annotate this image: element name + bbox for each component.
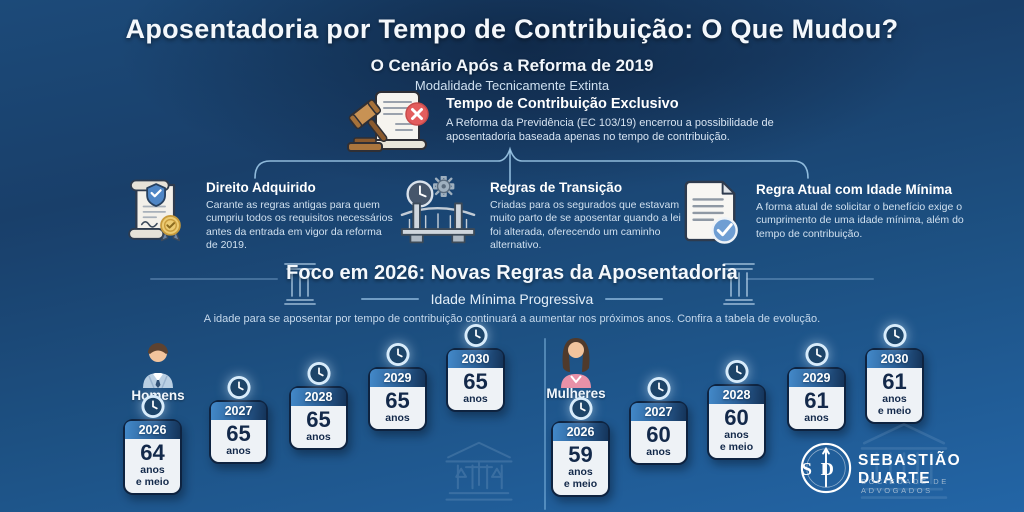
women-group-label: Mulheres [546,386,606,401]
gavel-document-x-icon [342,90,434,161]
card-year: 2026 [125,421,180,439]
certificate-shield-medal-icon [122,176,192,251]
card-year: 2029 [789,369,844,387]
column-title: Regra Atual com Idade Mínima [756,182,953,197]
man-avatar-icon [135,336,181,393]
card-unit: anos [804,412,829,425]
column-regras-transicao: Regras de Transição Criadas para os segu… [400,175,682,253]
card-year: 2028 [709,386,764,404]
dash-decoration [605,298,664,300]
focus-subheading: Idade Mínima Progressiva [430,291,594,307]
age-card-men-2026: 2026 64 anos e meio [123,394,182,496]
decorative-line [746,278,874,280]
card-unit: anos [463,393,488,406]
card-unit: anos [140,464,165,477]
clock-icon [226,375,251,400]
focus-note: A idade para se aposentar por tempo de c… [203,313,821,325]
courthouse-scales-watermark-icon [440,436,518,512]
card-unit: anos [724,429,749,442]
card-age: 65 [463,369,488,394]
column-direito-adquirido: Direito Adquirido Carante as regras anti… [122,176,394,253]
exclusive-block: Tempo de Contribuição Exclusivo A Reform… [342,90,792,161]
card-unit: anos [646,446,671,459]
exclusive-description: A Reforma da Previdência (EC 103/19) enc… [446,117,774,144]
woman-avatar-icon [553,332,599,393]
card-unit: anos [306,431,331,444]
clock-icon [804,342,829,367]
card-unit: anos [226,445,251,458]
column-regra-atual: Regra Atual com Idade Mínima A forma atu… [680,178,988,251]
svg-text:SD: SD [802,459,843,479]
card-year: 2026 [553,423,608,441]
card-age: 61 [882,369,907,394]
card-unit: anos [568,466,593,479]
age-card-men-2029: 2029 65 anos [368,342,427,432]
card-year: 2027 [211,402,266,420]
card-unit2: e meio [563,478,598,491]
pillar-icon [283,260,317,311]
card-unit2: e meio [135,476,170,489]
clock-icon [646,376,671,401]
focus-heading: Foco em 2026: Novas Regras da Aposentado… [286,262,738,284]
clock-icon [385,342,410,367]
focus-subheading-row: Idade Mínima Progressiva [0,291,1024,307]
card-age: 65 [385,388,410,413]
column-title: Direito Adquirido [206,180,316,195]
card-unit2: e meio [719,441,754,454]
pillar-icon [722,260,756,311]
age-card-women-2027: 2027 60 anos [629,376,688,466]
clock-icon [140,394,165,419]
law-firm-monogram-icon: SD [799,441,853,500]
brand-tagline: SOCIEDADE DE ADVOGADOS [861,477,949,495]
card-year: 2030 [448,350,503,368]
card-age: 59 [568,442,593,467]
card-age: 61 [804,388,829,413]
clock-icon [724,359,749,384]
clock-icon [306,361,331,386]
age-card-women-2026: 2026 59 anos e meio [551,396,610,498]
card-age: 64 [140,440,165,465]
card-year: 2030 [867,350,922,368]
dash-decoration [360,298,419,300]
section-divider [544,338,546,510]
age-card-men-2030: 2030 65 anos [446,323,505,413]
bridge-clock-gear-icon [400,175,476,253]
column-title: Regras de Transição [490,180,623,195]
courthouse-watermark-icon [848,418,960,511]
brand-name: SEBASTIÃO DUARTE [858,452,962,487]
card-age: 60 [724,405,749,430]
exclusive-title: Tempo de Contribuição Exclusivo [446,96,679,112]
clock-icon [568,396,593,421]
clock-icon [882,323,907,348]
card-age: 60 [646,422,671,447]
decorative-line [150,278,278,280]
clock-icon [463,323,488,348]
age-card-women-2030: 2030 61 anos e meio [865,323,924,425]
column-description: Criadas para os segurados que estavam mu… [490,199,681,252]
column-description: A forma atual de solicitar o benefício e… [756,201,964,240]
age-card-women-2029: 2029 61 anos [787,342,846,432]
connector-bracket [254,146,809,187]
scenario-subheading: Modalidade Tecnicamente Extinta [414,78,610,93]
card-year: 2029 [370,369,425,387]
card-unit: anos [385,412,410,425]
card-unit2: e meio [877,405,912,418]
card-year: 2028 [291,388,346,406]
card-age: 65 [226,421,251,446]
age-card-women-2028: 2028 60 anos e meio [707,359,766,461]
card-age: 65 [306,407,331,432]
document-check-icon [680,178,742,251]
scenario-heading: O Cenário Após a Reforma de 2019 [370,56,654,75]
age-card-men-2027: 2027 65 anos [209,375,268,465]
card-unit: anos [882,393,907,406]
page-title: Aposentadoria por Tempo de Contribuição:… [125,14,899,44]
card-year: 2027 [631,403,686,421]
column-description: Carante as regras antigas para quem cump… [206,199,393,252]
age-card-men-2028: 2028 65 anos [289,361,348,451]
